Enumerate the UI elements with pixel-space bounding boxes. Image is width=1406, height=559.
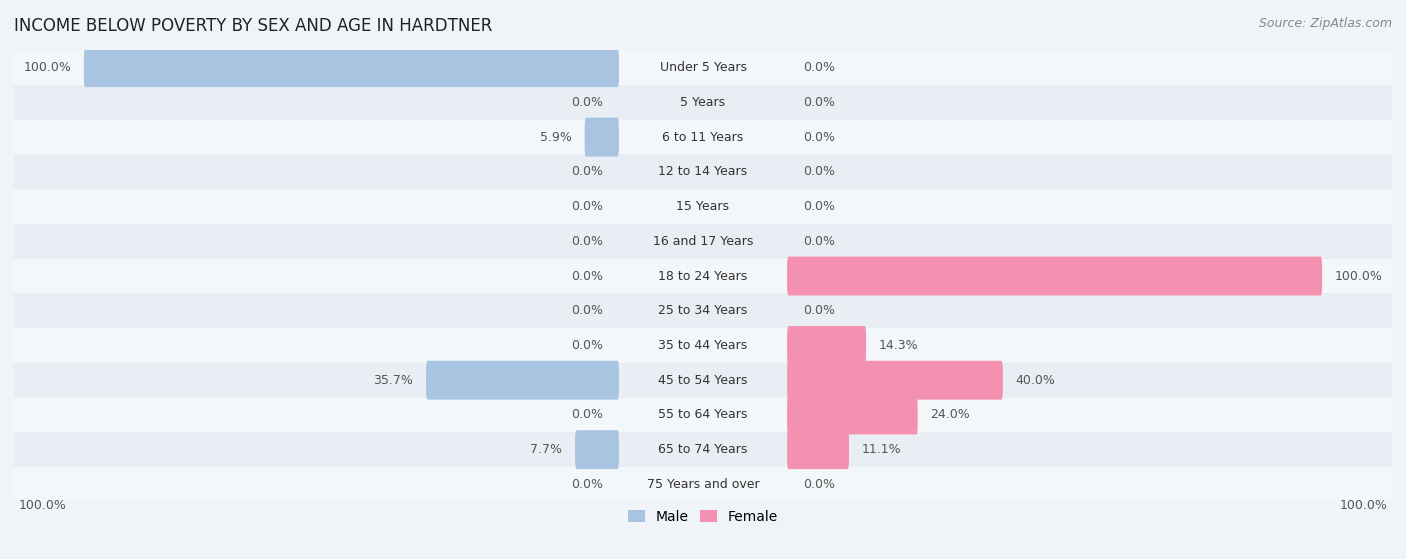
FancyBboxPatch shape <box>787 326 866 365</box>
Text: 14.3%: 14.3% <box>879 339 918 352</box>
FancyBboxPatch shape <box>787 257 1322 296</box>
Text: Under 5 Years: Under 5 Years <box>659 61 747 74</box>
Text: 0.0%: 0.0% <box>803 304 835 318</box>
Text: 0.0%: 0.0% <box>803 200 835 213</box>
Text: 0.0%: 0.0% <box>571 165 603 178</box>
Text: 15 Years: 15 Years <box>676 200 730 213</box>
Legend: Male, Female: Male, Female <box>623 504 783 529</box>
Bar <box>14 363 1392 397</box>
Bar <box>14 154 1392 189</box>
Text: 11.1%: 11.1% <box>862 443 901 456</box>
Text: 0.0%: 0.0% <box>571 304 603 318</box>
Text: 0.0%: 0.0% <box>571 269 603 282</box>
FancyBboxPatch shape <box>787 430 849 469</box>
Text: 55 to 64 Years: 55 to 64 Years <box>658 409 748 421</box>
Text: 100.0%: 100.0% <box>1334 269 1382 282</box>
Text: 0.0%: 0.0% <box>803 235 835 248</box>
Bar <box>14 50 1392 85</box>
Text: 0.0%: 0.0% <box>803 478 835 491</box>
FancyBboxPatch shape <box>787 395 918 434</box>
FancyBboxPatch shape <box>426 361 619 400</box>
Bar <box>14 293 1392 328</box>
Text: 24.0%: 24.0% <box>931 409 970 421</box>
Text: 35.7%: 35.7% <box>374 374 413 387</box>
Text: 0.0%: 0.0% <box>571 339 603 352</box>
Text: Source: ZipAtlas.com: Source: ZipAtlas.com <box>1258 17 1392 30</box>
Text: 75 Years and over: 75 Years and over <box>647 478 759 491</box>
Text: 0.0%: 0.0% <box>803 165 835 178</box>
Bar <box>14 328 1392 363</box>
Text: 0.0%: 0.0% <box>803 131 835 144</box>
Text: 0.0%: 0.0% <box>571 409 603 421</box>
Text: 18 to 24 Years: 18 to 24 Years <box>658 269 748 282</box>
Bar <box>14 120 1392 154</box>
FancyBboxPatch shape <box>787 361 1002 400</box>
Text: 0.0%: 0.0% <box>803 61 835 74</box>
Text: 0.0%: 0.0% <box>571 478 603 491</box>
Text: 12 to 14 Years: 12 to 14 Years <box>658 165 748 178</box>
Text: 40.0%: 40.0% <box>1015 374 1056 387</box>
Bar <box>14 224 1392 259</box>
Bar <box>14 467 1392 502</box>
Text: 5.9%: 5.9% <box>540 131 572 144</box>
Text: 7.7%: 7.7% <box>530 443 562 456</box>
Bar <box>14 189 1392 224</box>
Bar <box>14 85 1392 120</box>
Text: 0.0%: 0.0% <box>571 200 603 213</box>
Text: 5 Years: 5 Years <box>681 96 725 109</box>
FancyBboxPatch shape <box>585 118 619 157</box>
Bar <box>14 397 1392 432</box>
Bar <box>14 432 1392 467</box>
Text: 0.0%: 0.0% <box>571 96 603 109</box>
FancyBboxPatch shape <box>84 48 619 87</box>
Text: 0.0%: 0.0% <box>571 235 603 248</box>
Text: 25 to 34 Years: 25 to 34 Years <box>658 304 748 318</box>
Text: 65 to 74 Years: 65 to 74 Years <box>658 443 748 456</box>
Text: 6 to 11 Years: 6 to 11 Years <box>662 131 744 144</box>
Text: 0.0%: 0.0% <box>803 96 835 109</box>
Text: 45 to 54 Years: 45 to 54 Years <box>658 374 748 387</box>
Text: INCOME BELOW POVERTY BY SEX AND AGE IN HARDTNER: INCOME BELOW POVERTY BY SEX AND AGE IN H… <box>14 17 492 35</box>
Text: 100.0%: 100.0% <box>18 499 66 513</box>
Text: 16 and 17 Years: 16 and 17 Years <box>652 235 754 248</box>
Text: 100.0%: 100.0% <box>1340 499 1388 513</box>
Text: 35 to 44 Years: 35 to 44 Years <box>658 339 748 352</box>
FancyBboxPatch shape <box>575 430 619 469</box>
Text: 100.0%: 100.0% <box>24 61 72 74</box>
Bar <box>14 259 1392 293</box>
